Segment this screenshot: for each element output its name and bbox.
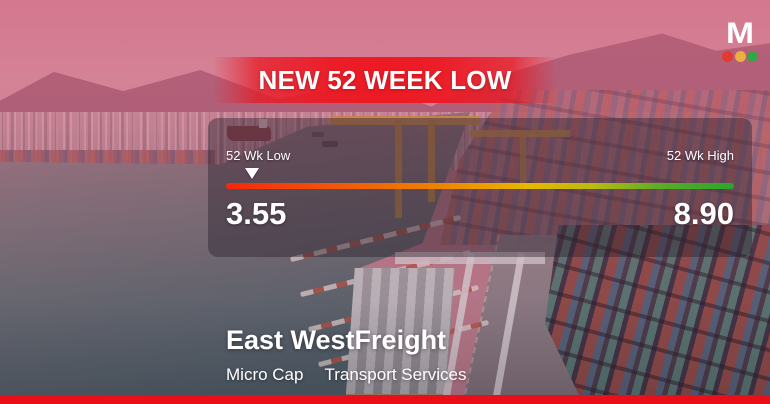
low-label: 52 Wk Low — [226, 148, 291, 163]
company-name: East WestFreight — [226, 325, 447, 355]
yellow-crane-leg — [520, 133, 526, 183]
bottom-red-bar — [0, 395, 770, 404]
low-value: 3.55 — [226, 196, 287, 231]
container-yard-lower — [545, 225, 770, 404]
company-info: East WestFreight Micro Cap Transport Ser… — [226, 325, 467, 385]
tugboat — [322, 141, 338, 147]
high-label: 52 Wk High — [666, 148, 734, 163]
sector-tag: Transport Services — [324, 364, 467, 384]
logo-dots — [721, 51, 759, 62]
market-cap-tag: Micro Cap — [226, 364, 304, 384]
range-gradient-bar — [226, 183, 734, 189]
range-values-row: 3.55 8.90 — [226, 196, 734, 231]
yellow-crane-boom — [330, 116, 480, 125]
container-yard-upper — [440, 90, 770, 245]
range-labels-row: 52 Wk Low 52 Wk High — [226, 148, 734, 164]
company-tags: Micro Cap Transport Services — [226, 365, 467, 385]
alert-banner: NEW 52 WEEK LOW — [213, 57, 557, 103]
logo-letter-m: M — [726, 17, 754, 50]
range-marker — [244, 168, 259, 179]
bottom-shade-overlay — [0, 300, 770, 404]
alert-banner-text: NEW 52 WEEK LOW — [258, 64, 512, 95]
logo-dot-green-icon — [747, 51, 758, 62]
tugboat — [312, 132, 324, 137]
range-card: 52 Wk Low 52 Wk High 3.55 8.90 — [208, 118, 752, 257]
yellow-crane-leg — [428, 120, 435, 202]
yellow-crane-leg — [395, 120, 402, 218]
cargo-ship-small — [227, 119, 271, 141]
logo-dot-red-icon — [722, 51, 733, 62]
brand-logo: M — [721, 19, 759, 62]
high-value: 8.90 — [673, 196, 734, 231]
logo-dot-amber-icon — [734, 51, 746, 62]
range-bar-wrap — [226, 168, 734, 189]
